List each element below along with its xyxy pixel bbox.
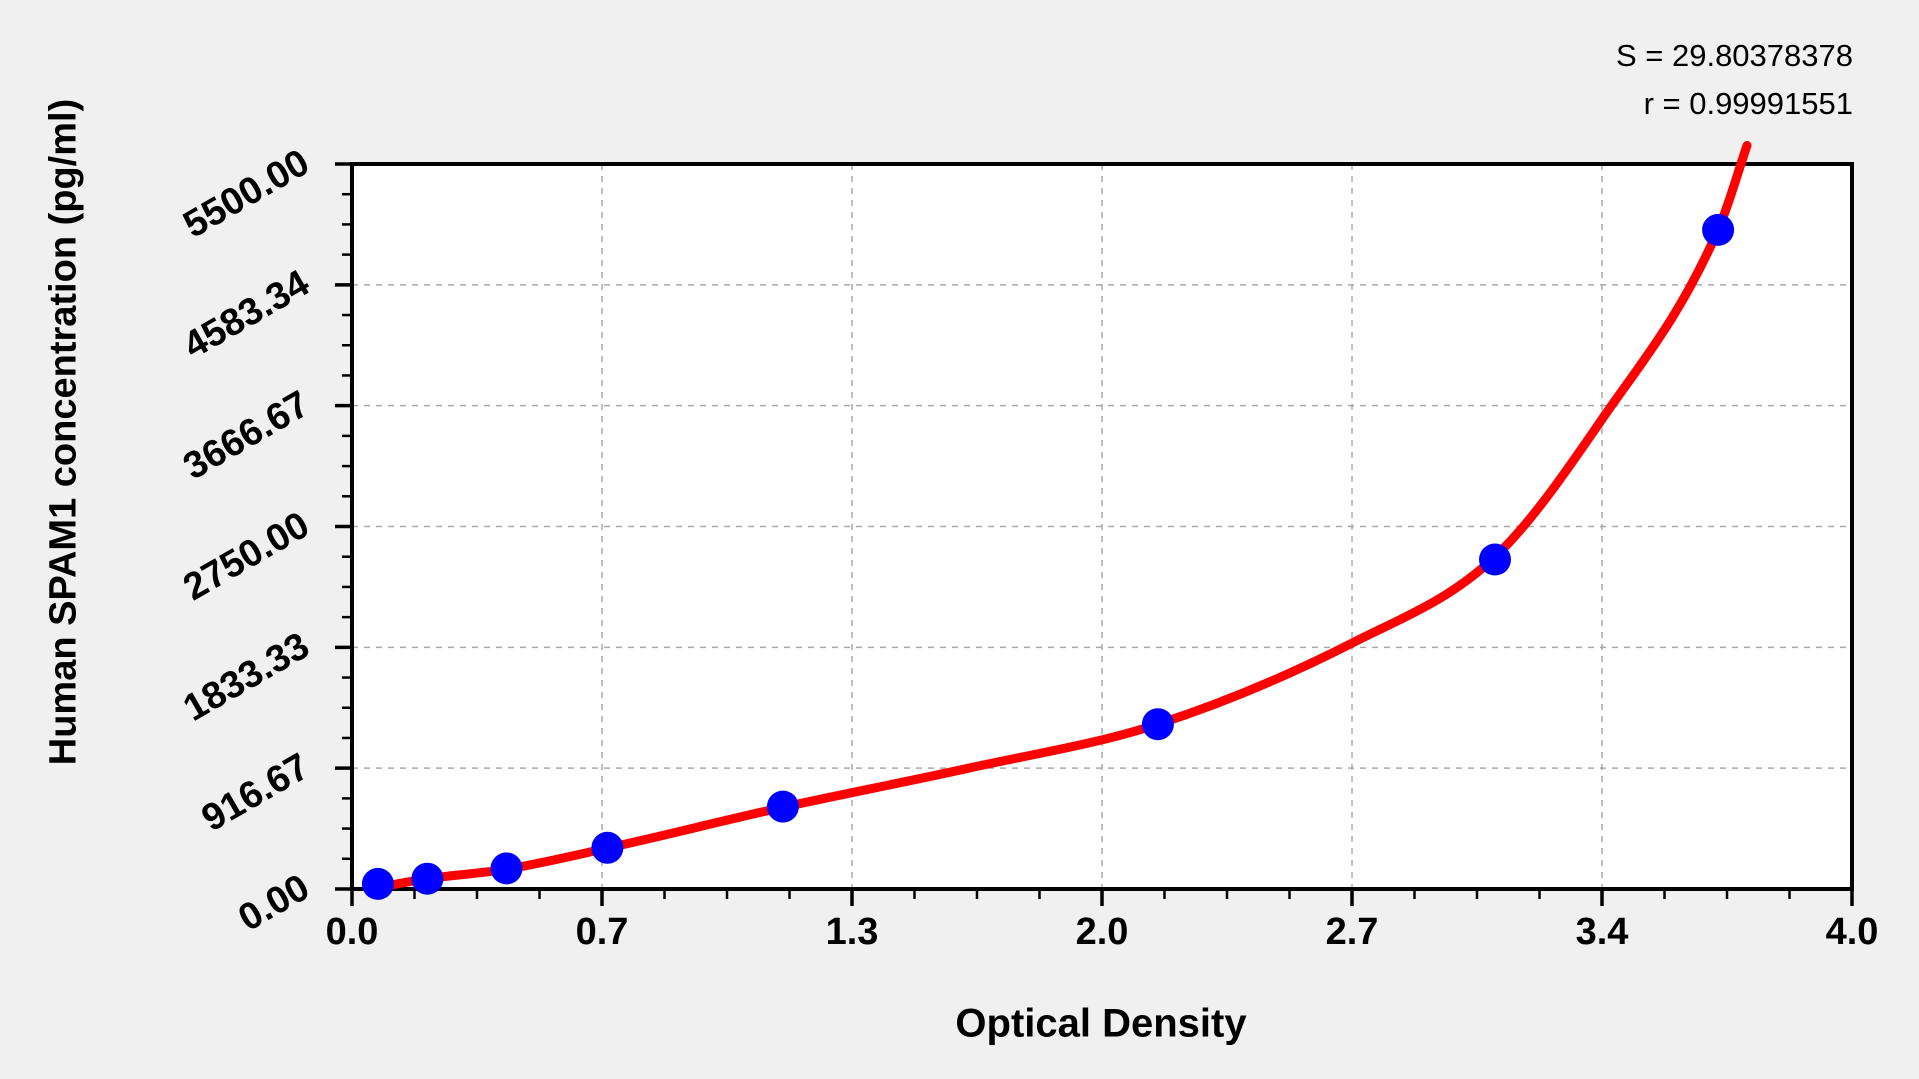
data-point [591, 831, 624, 864]
data-point [490, 852, 523, 885]
x-tick-label: 0.0 [326, 911, 379, 953]
fit-s-value: S = 29.80378378 [1615, 38, 1853, 73]
x-tick-label: 1.3 [826, 911, 879, 953]
data-point [1702, 213, 1735, 246]
y-tick-label: 5500.00 [177, 141, 317, 246]
y-tick-label: 4583.34 [177, 262, 317, 367]
x-tick-label: 3.4 [1576, 911, 1629, 953]
data-point [766, 790, 799, 823]
y-tick-label: 0.00 [231, 866, 316, 939]
x-tick-label: 4.0 [1826, 911, 1879, 953]
x-tick-label: 2.7 [1326, 911, 1379, 953]
y-tick-label: 2750.00 [177, 504, 317, 609]
y-tick-label: 916.67 [195, 746, 317, 840]
x-axis-title: Optical Density [955, 1001, 1247, 1046]
data-point [1479, 543, 1511, 576]
data-point [361, 867, 394, 900]
x-tick-label: 0.7 [576, 911, 629, 953]
data-point [1141, 708, 1174, 741]
y-tick-label: 1833.33 [177, 625, 317, 730]
y-tick-label: 3666.67 [177, 383, 317, 488]
data-point [411, 862, 444, 895]
fit-statistics: S = 29.80378378 r = 0.99991551 [1616, 32, 1853, 128]
x-tick-label: 2.0 [1076, 911, 1129, 953]
fit-r-value: r = 0.99991551 [1643, 86, 1853, 121]
